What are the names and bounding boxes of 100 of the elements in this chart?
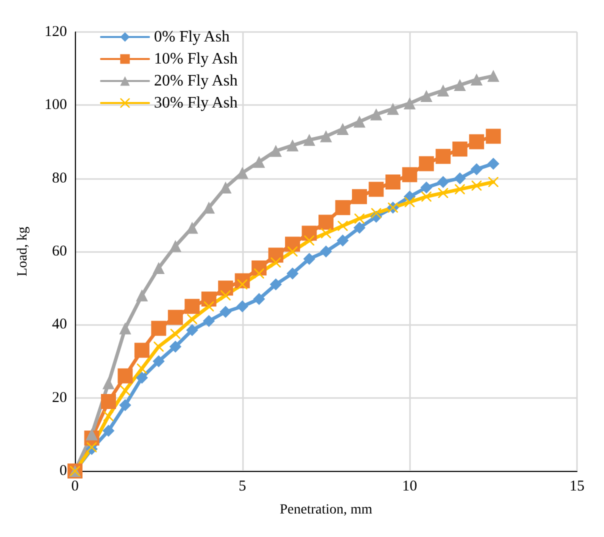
point [454,184,465,194]
point [288,246,298,256]
point [253,156,266,168]
point [335,200,350,216]
point [119,322,132,334]
point [385,174,400,190]
legend-label: 10% Fly Ash [154,50,238,68]
point [304,236,314,246]
point [220,290,231,300]
point [154,342,164,352]
point [201,292,216,307]
point [437,176,450,188]
point [302,226,317,241]
point [320,246,332,258]
y-tick-label: 20 [52,390,67,406]
point [320,130,332,142]
x-tick-label: 5 [238,478,246,494]
point [318,214,334,230]
y-tick-label: 60 [52,244,67,260]
point [134,342,150,358]
point [420,181,432,194]
point [220,306,232,318]
point [470,74,483,86]
point [402,167,418,182]
point [404,97,416,110]
point [452,142,468,157]
point [103,411,114,422]
point [454,172,466,184]
point [472,180,482,191]
point [437,84,450,97]
point [184,298,200,314]
point [418,156,434,172]
point [268,248,284,263]
point [285,236,300,252]
point [370,108,382,120]
point [321,228,331,238]
point [86,442,97,452]
point [353,116,366,128]
y-axis-title: Load, kg [16,226,30,276]
legend-label: 20% Fly Ash [154,72,238,90]
point [151,320,166,336]
point [286,139,299,152]
point [469,134,484,150]
x-tick-label: 0 [71,478,79,494]
point [336,122,349,135]
point [270,144,282,157]
y-tick-label: 100 [44,97,67,114]
point [286,267,299,280]
point [236,300,248,312]
point [254,268,264,278]
point [470,163,483,176]
point [420,90,432,102]
x-axis-title: Penetration, mm [280,502,372,518]
point [436,148,451,164]
point [303,134,316,146]
point [152,355,165,368]
point [136,372,148,384]
point [303,252,316,265]
point [438,188,448,198]
point [136,289,148,302]
legend-label: 30% Fly Ash [154,94,238,112]
point [487,70,500,82]
point [354,214,364,224]
x-tick-label: 10 [402,478,418,494]
point [336,234,349,247]
point [204,301,214,312]
point [270,278,282,290]
point [169,240,182,252]
point [488,176,498,187]
point [169,340,182,353]
point [119,399,132,412]
point [353,222,366,234]
point [168,310,183,325]
point [120,386,130,396]
point [118,368,133,384]
point [218,280,234,296]
point [152,262,165,274]
y-tick-label: 80 [52,170,67,186]
point [486,128,501,144]
point [202,315,215,328]
point [454,79,466,92]
point [186,324,198,336]
point [487,158,500,170]
x-tick-label: 15 [570,478,584,494]
point [220,181,232,194]
point [404,197,415,208]
point [170,328,180,339]
y-tick-label: 120 [44,24,67,40]
point [270,257,281,268]
legend-label: 0% Fly Ash [154,28,230,46]
point [100,394,116,409]
point [421,192,432,202]
point [102,377,114,390]
point [102,424,114,437]
point [136,364,147,374]
point [386,102,399,115]
point [338,220,348,231]
point [371,208,382,218]
point [352,189,367,204]
point [253,293,266,306]
